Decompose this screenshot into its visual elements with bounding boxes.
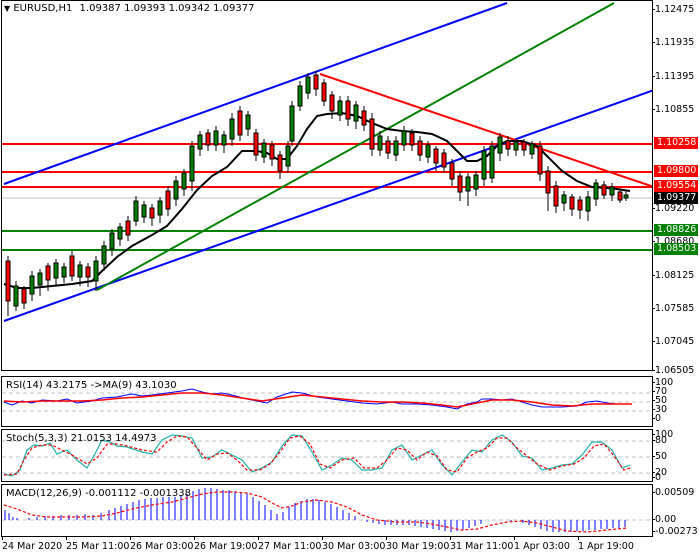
time-tick: 26 Mar 03:00 <box>130 541 193 552</box>
price-tick: 1.08125 <box>655 270 694 281</box>
current-price-badge: 1.09377 <box>654 192 698 204</box>
price-tick: 1.07045 <box>655 336 694 347</box>
price-tick: 1.10855 <box>655 104 694 115</box>
stochastic-title: Stoch(5,3,3) 21.0153 14.4973 <box>6 433 157 444</box>
time-tick: 1 Apr 19:00 <box>578 541 634 552</box>
stochastic-tick: 50 <box>655 451 667 462</box>
rsi-title: RSI(14) 43.2175 ->MA(9) 43.1030 <box>6 380 177 391</box>
macd-tick: 0.00 <box>655 514 676 525</box>
price-chart-canvas <box>2 1 653 371</box>
macd-panel[interactable]: MACD(12,26,9) -0.001112 -0.001338 <box>1 484 653 537</box>
time-tick: 26 Mar 19:00 <box>194 541 257 552</box>
triangle-down-icon[interactable]: ▼ <box>4 4 10 13</box>
time-tick: 30 Mar 19:00 <box>386 541 449 552</box>
support-level-badge: 1.08826 <box>654 224 698 236</box>
time-tick: 24 Mar 2020 <box>2 541 62 552</box>
price-tick: 1.09220 <box>655 203 694 214</box>
stochastic-axis: 100 80 50 20 0 <box>653 429 700 482</box>
price-tick: 1.11395 <box>655 71 694 82</box>
chart-header: ▼ EURUSD,H1 1.09387 1.09393 1.09342 1.09… <box>4 3 255 14</box>
price-tick: 1.12475 <box>655 4 694 15</box>
support-level-badge: 1.08503 <box>654 243 698 255</box>
resistance-level-badge: 1.10258 <box>654 137 698 149</box>
stochastic-tick: 0 <box>655 472 661 483</box>
time-tick: 30 Mar 03:00 <box>322 541 385 552</box>
stochastic-tick: 80 <box>655 435 667 446</box>
stochastic-panel[interactable]: Stoch(5,3,3) 21.0153 14.4973 <box>1 429 653 482</box>
macd-axis: 0.00509 0.00 -0.00273 <box>653 484 700 537</box>
price-tick: 1.11935 <box>655 37 694 48</box>
price-axis: 1.12475 1.11935 1.11395 1.10855 1.09220 … <box>653 0 700 371</box>
rsi-axis: 100 70 50 30 0 <box>653 376 700 427</box>
time-tick: 25 Mar 11:00 <box>66 541 129 552</box>
rsi-panel[interactable]: RSI(14) 43.2175 ->MA(9) 43.1030 <box>1 376 653 427</box>
macd-tick: 0.00509 <box>655 487 694 498</box>
ohlc-values: 1.09387 1.09393 1.09342 1.09377 <box>80 3 255 14</box>
symbol-label: EURUSD,H1 <box>13 3 72 14</box>
macd-title: MACD(12,26,9) -0.001112 -0.001338 <box>6 488 191 499</box>
candles <box>6 71 628 316</box>
time-tick: 1 Apr 03:00 <box>514 541 570 552</box>
resistance-level-badge: 1.09554 <box>654 180 698 192</box>
macd-tick: -0.00273 <box>655 526 698 537</box>
price-tick: 1.07585 <box>655 303 694 314</box>
rsi-tick: 0 <box>655 413 661 424</box>
resistance-level-badge: 1.09800 <box>654 165 698 177</box>
time-tick: 31 Mar 11:00 <box>450 541 513 552</box>
time-tick: 27 Mar 11:00 <box>258 541 321 552</box>
price-tick: 1.06505 <box>655 365 694 376</box>
price-chart-panel[interactable] <box>1 0 653 371</box>
